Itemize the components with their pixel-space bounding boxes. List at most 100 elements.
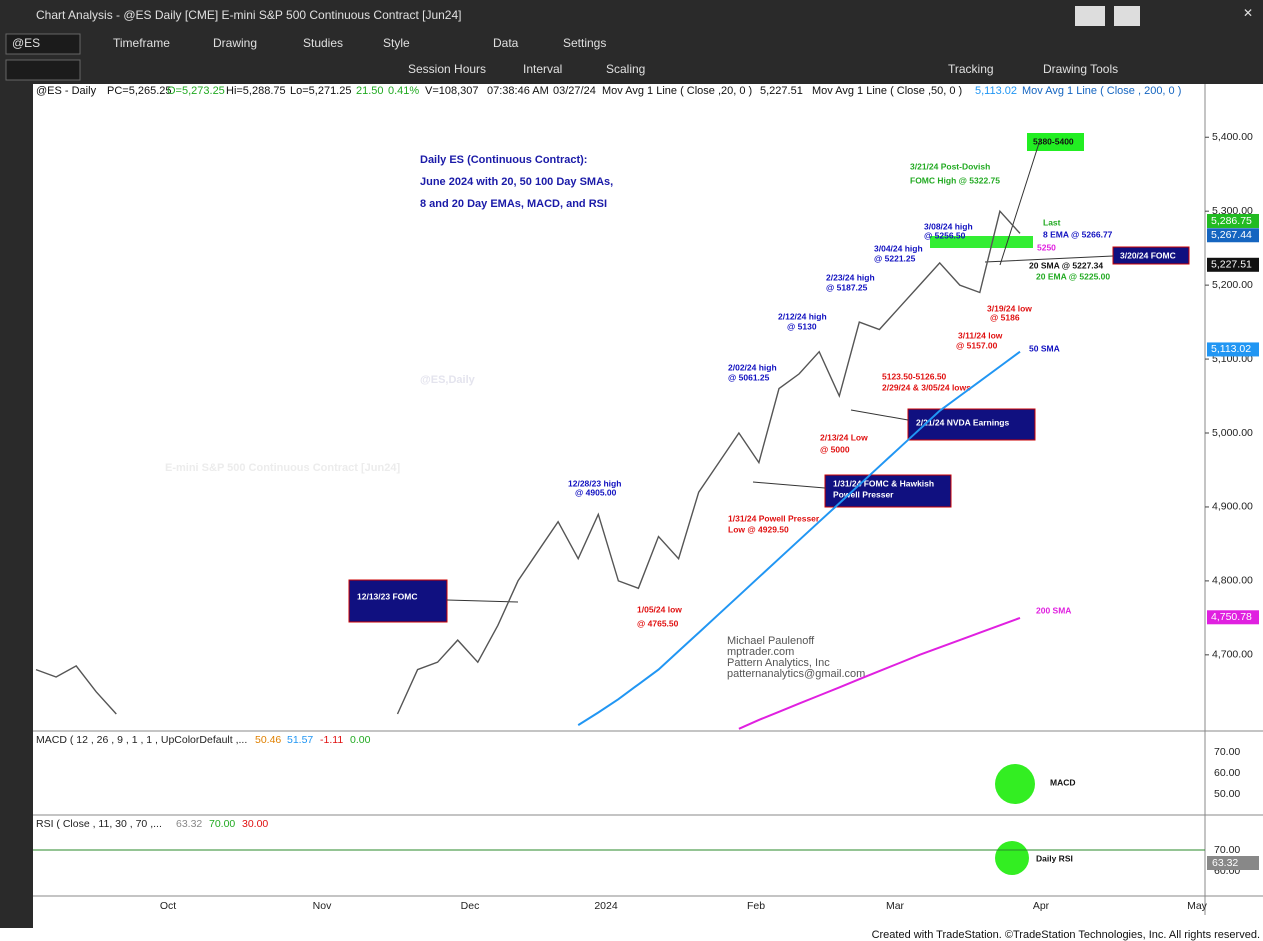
header-field: 21.50 (356, 85, 384, 97)
annotation: 2/29/24 & 3/05/24 lows (882, 382, 971, 392)
annotation: @ 5256.50 (924, 230, 966, 240)
annotation: 3/20/24 FOMC (1120, 250, 1176, 260)
header-field: 0.41% (388, 85, 419, 97)
toolbar-item[interactable]: Scaling (606, 62, 645, 76)
annotation: 1/31/24 Powell Presser (728, 513, 820, 523)
annotation: 3/21/24 Post-Dovish (910, 161, 990, 171)
annotation: 20 EMA @ 5225.00 (1036, 271, 1110, 281)
box (824, 474, 952, 508)
annotation: 5380-5400 (1033, 136, 1074, 146)
macd-tick: 70.00 (1214, 746, 1240, 758)
annotation: 1/31/24 FOMC & Hawkish (833, 478, 934, 488)
y-tick-label: 5,200.00 (1212, 279, 1253, 291)
y-tick-label: 4,800.00 (1212, 575, 1253, 587)
header-field: V=108,307 (425, 85, 479, 97)
toolbar-item[interactable]: Tracking (948, 62, 994, 76)
watermark: @ES,Daily (420, 374, 476, 386)
marker (995, 764, 1035, 804)
annotation: 5123.50-5126.50 (882, 371, 947, 381)
price-line (738, 616, 1021, 730)
annotation: Powell Presser (833, 489, 894, 499)
toolbar-item[interactable]: Drawing Tools (1043, 62, 1118, 76)
footer-bar (0, 928, 1263, 941)
annotation: @ 5187.25 (826, 282, 868, 292)
header-field: Hi=5,288.75 (226, 85, 286, 97)
box (1112, 246, 1190, 265)
credit: Michael Paulenoff (727, 635, 815, 647)
macd-header: MACD ( 12 , 26 , 9 , 1 , 1 , UpColorDefa… (36, 734, 247, 746)
annotation: 3/04/24 high (874, 243, 923, 253)
x-tick-label: 2024 (594, 900, 618, 912)
symbol[interactable]: @ES (12, 36, 40, 50)
annotation: @ 4905.00 (575, 487, 617, 497)
target-box (1027, 133, 1084, 151)
pane-label: Daily RSI (1036, 853, 1073, 863)
toolbar-item[interactable]: Data (493, 36, 519, 50)
header-field: Mov Avg 1 Line ( Close , 200, 0 ) (1022, 85, 1181, 97)
zone (930, 236, 1033, 248)
rsi-value: 30.00 (242, 818, 268, 830)
annotation: @ 5000 (820, 444, 850, 454)
price-flag (1207, 342, 1259, 357)
macd-tick: 50.00 (1214, 788, 1240, 800)
annotation: 3/08/24 high (924, 221, 973, 231)
annotation: 50 SMA (1029, 343, 1060, 353)
title: June 2024 with 20, 50 100 Day SMAs, (420, 176, 613, 188)
button[interactable] (1114, 6, 1140, 26)
rsi-value: 63.32 (176, 818, 202, 830)
symbol-box[interactable] (5, 33, 81, 55)
macd-value: -1.11 (320, 734, 343, 746)
header-field: 03/27/24 (553, 85, 596, 97)
header-field: Lo=5,271.25 (290, 85, 351, 97)
annotation: Low @ 4929.50 (728, 524, 789, 534)
rsi-flag-label: 63.32 (1212, 857, 1238, 869)
button[interactable] (1075, 6, 1105, 26)
annotation: FOMC High @ 5322.75 (910, 175, 1000, 185)
toolbar-item[interactable]: Style (383, 36, 410, 50)
annotation: 1/05/24 low (637, 604, 682, 614)
credit: mptrader.com (727, 646, 794, 658)
connector (446, 139, 1114, 603)
header-field: PC=5,265.25 (107, 85, 172, 97)
annotation: 2/12/24 high (778, 311, 827, 321)
x-tick-label: Apr (1033, 900, 1050, 912)
price-flag-label: 4,750.78 (1211, 611, 1252, 623)
toolbar-item[interactable]: Interval (523, 62, 562, 76)
header-field: 5,113.02 (975, 85, 1017, 97)
macd-value: 51.57 (287, 734, 313, 746)
price-flag (1207, 228, 1259, 243)
macd-value: 0.00 (350, 734, 371, 746)
x-tick-label: Mar (886, 900, 905, 912)
price-line (35, 209, 1021, 715)
title: 8 and 20 Day EMAs, MACD, and RSI (420, 198, 607, 210)
annotation: 3/19/24 low (987, 303, 1032, 313)
y-tick-label: 5,300.00 (1212, 205, 1253, 217)
x-tick-label: Oct (160, 900, 176, 912)
price-line (577, 350, 1021, 726)
annotation: @ 5221.25 (874, 253, 916, 263)
marker (995, 841, 1029, 875)
x-tick-label: Nov (313, 900, 332, 912)
footer: Created with TradeStation. ©TradeStation… (872, 929, 1260, 941)
annotation: 200 SMA (1036, 605, 1071, 615)
header-field: 5,227.51 (760, 85, 803, 97)
annotation: @ 5061.25 (728, 372, 770, 382)
annotation: 3/11/24 low (958, 330, 1003, 340)
price-flag-label: 5,286.75 (1211, 215, 1252, 227)
toolbar-item[interactable]: Studies (303, 36, 343, 50)
input[interactable] (5, 59, 81, 81)
close[interactable]: ✕ (1243, 6, 1253, 20)
chart-area (33, 84, 1263, 928)
x-tick-label: Dec (461, 900, 480, 912)
toolbar-item[interactable]: Timeframe (113, 36, 170, 50)
toolbar-item[interactable]: Settings (563, 36, 606, 50)
annotation: @ 5130 (787, 321, 817, 331)
price-flag (1207, 213, 1259, 228)
y-tick-label: 5,400.00 (1212, 131, 1253, 143)
toolbar-item[interactable]: Drawing (213, 36, 257, 50)
annotation: 20 SMA @ 5227.34 (1029, 260, 1103, 270)
annotation: 2/23/24 high (826, 272, 875, 282)
pane-label: MACD (1050, 777, 1076, 787)
toolbar-item[interactable]: Session Hours (408, 62, 486, 76)
